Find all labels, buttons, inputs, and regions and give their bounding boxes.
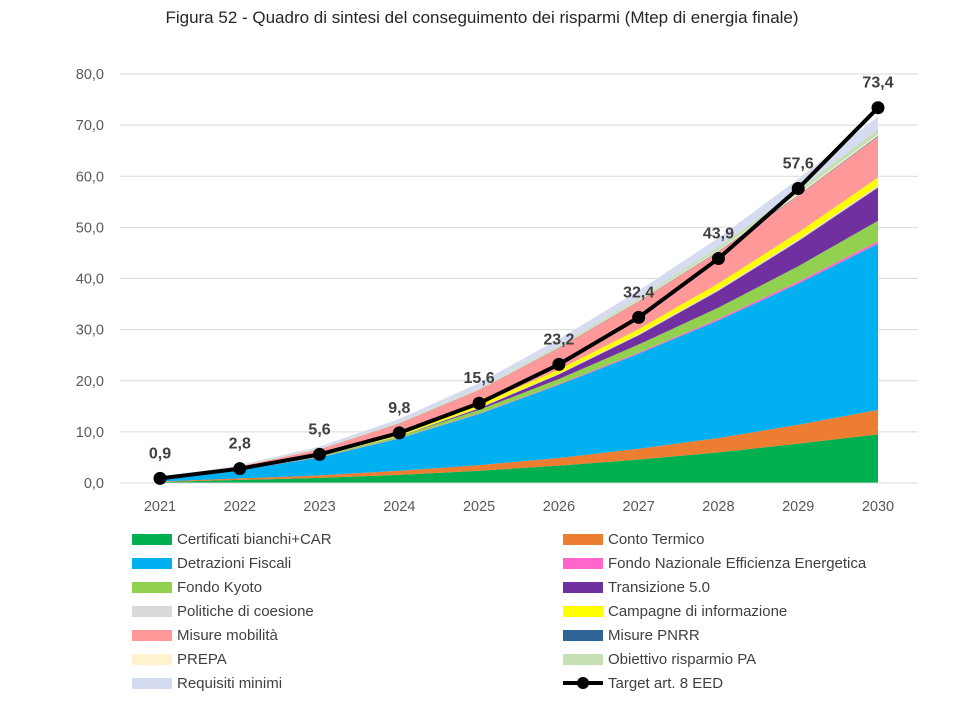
legend-swatch bbox=[563, 653, 603, 665]
y-tick-label: 20,0 bbox=[76, 374, 104, 390]
data-label: 0,9 bbox=[149, 445, 171, 462]
legend-item: Campagne di informazione bbox=[563, 600, 787, 622]
legend-label: Fondo Kyoto bbox=[177, 578, 263, 596]
target-point bbox=[472, 396, 486, 410]
legend-swatch bbox=[563, 629, 603, 641]
target-point bbox=[791, 182, 805, 196]
legend-item: Transizione 5.0 bbox=[563, 576, 710, 598]
x-tick-label: 2027 bbox=[623, 499, 655, 515]
x-tick-label: 2029 bbox=[782, 499, 814, 515]
legend-label: Fondo Nazionale Efficienza Energetica bbox=[608, 554, 867, 572]
x-tick-label: 2025 bbox=[463, 499, 495, 515]
legend-item: Conto Termico bbox=[563, 528, 704, 550]
legend-item: Fondo Nazionale Efficienza Energetica bbox=[563, 552, 866, 574]
y-tick-label: 70,0 bbox=[76, 118, 104, 134]
legend-swatch bbox=[563, 581, 603, 593]
data-labels: 0,9 2,8 5,6 9,8 15,6 23,2 32,4 43,9 57,6 73,4 bbox=[149, 75, 894, 463]
target-point bbox=[711, 252, 725, 266]
y-tick-label: 0,0 bbox=[84, 476, 104, 492]
data-label: 43,9 bbox=[703, 226, 734, 243]
y-tick-label: 40,0 bbox=[76, 272, 104, 288]
legend-item: Misure PNRR bbox=[563, 624, 700, 646]
y-tick-label: 60,0 bbox=[76, 169, 104, 185]
x-tick-label: 2030 bbox=[862, 499, 894, 515]
target-point bbox=[313, 447, 327, 461]
data-label: 73,4 bbox=[862, 75, 893, 92]
area-certificati-bianchi-car bbox=[160, 434, 878, 483]
legend-label: Detrazioni Fiscali bbox=[177, 554, 292, 572]
target-line bbox=[153, 101, 885, 485]
target-point bbox=[233, 462, 247, 476]
legend-item: Misure mobilità bbox=[132, 624, 278, 646]
data-label: 57,6 bbox=[783, 156, 814, 173]
legend-label: PREPA bbox=[177, 650, 227, 668]
target-point bbox=[632, 310, 646, 324]
y-tick-label: 10,0 bbox=[76, 425, 104, 441]
legend-label: Campagne di informazione bbox=[608, 602, 788, 620]
data-label: 5,6 bbox=[308, 421, 330, 438]
data-label: 2,8 bbox=[229, 436, 251, 453]
y-tick-label: 30,0 bbox=[76, 323, 104, 339]
area-conto-termico bbox=[160, 409, 878, 482]
legend-item: Certificati bianchi+CAR bbox=[132, 528, 332, 550]
y-tick-label: 80,0 bbox=[76, 67, 104, 83]
legend-swatch bbox=[132, 605, 172, 617]
legend-label: Certificati bianchi+CAR bbox=[177, 530, 332, 548]
legend-swatch bbox=[132, 629, 172, 641]
target-point bbox=[552, 357, 566, 371]
x-tick-label: 2024 bbox=[383, 499, 415, 515]
legend-swatch bbox=[563, 533, 603, 545]
legend-swatch bbox=[132, 557, 172, 569]
legend-label: Target art. 8 EED bbox=[608, 674, 724, 692]
x-tick-label: 2022 bbox=[224, 499, 256, 515]
x-tick-label: 2028 bbox=[702, 499, 734, 515]
data-label: 32,4 bbox=[623, 284, 654, 301]
legend-label: Requisiti minimi bbox=[177, 674, 283, 692]
target-point bbox=[392, 426, 406, 440]
legend-item: Fondo Kyoto bbox=[132, 576, 262, 598]
x-axis: 2021 2022 2023 2024 2025 2026 2027 2028 2029 2030 bbox=[120, 482, 918, 515]
x-tick-label: 2021 bbox=[144, 499, 176, 515]
legend-item: Target art. 8 EED bbox=[563, 672, 723, 694]
legend-label: Misure mobilità bbox=[177, 626, 278, 644]
chart-title: Figura 52 - Quadro di sintesi del conseg… bbox=[165, 8, 799, 27]
legend-label: Conto Termico bbox=[608, 530, 705, 548]
legend-swatch bbox=[563, 605, 603, 617]
legend-label: Politiche di coesione bbox=[177, 602, 314, 620]
x-tick-label: 2023 bbox=[303, 499, 335, 515]
x-tick-label: 2026 bbox=[543, 499, 575, 515]
legend-item: Requisiti minimi bbox=[132, 672, 282, 694]
area-detrazioni-fiscali bbox=[160, 243, 878, 482]
legend-label: Obiettivo risparmio PA bbox=[608, 650, 757, 668]
legend-swatch bbox=[132, 677, 172, 689]
target-point bbox=[153, 471, 167, 485]
area-series bbox=[160, 116, 878, 483]
y-tick-label: 50,0 bbox=[76, 220, 104, 236]
data-label: 9,8 bbox=[388, 400, 410, 417]
data-label: 15,6 bbox=[464, 370, 495, 387]
legend-swatch bbox=[132, 653, 172, 665]
target-point bbox=[871, 101, 885, 115]
y-axis-tick-labels: 0,0 10,0 20,0 30,0 40,0 50,0 60,0 70,0 80,0 bbox=[76, 67, 104, 492]
legend-item: Politiche di coesione bbox=[132, 600, 314, 622]
legend-label: Transizione 5.0 bbox=[608, 578, 710, 596]
legend-swatch bbox=[132, 581, 172, 593]
legend-label: Misure PNRR bbox=[608, 626, 700, 644]
legend-swatch bbox=[132, 533, 172, 545]
legend-item: Detrazioni Fiscali bbox=[132, 552, 291, 574]
legend-item: PREPA bbox=[132, 648, 227, 670]
legend-item: Obiettivo risparmio PA bbox=[563, 648, 756, 670]
target-line-path bbox=[159, 106, 880, 481]
legend-swatch bbox=[563, 557, 603, 569]
legend-line-marker-icon bbox=[563, 676, 603, 690]
data-label: 23,2 bbox=[543, 331, 574, 348]
